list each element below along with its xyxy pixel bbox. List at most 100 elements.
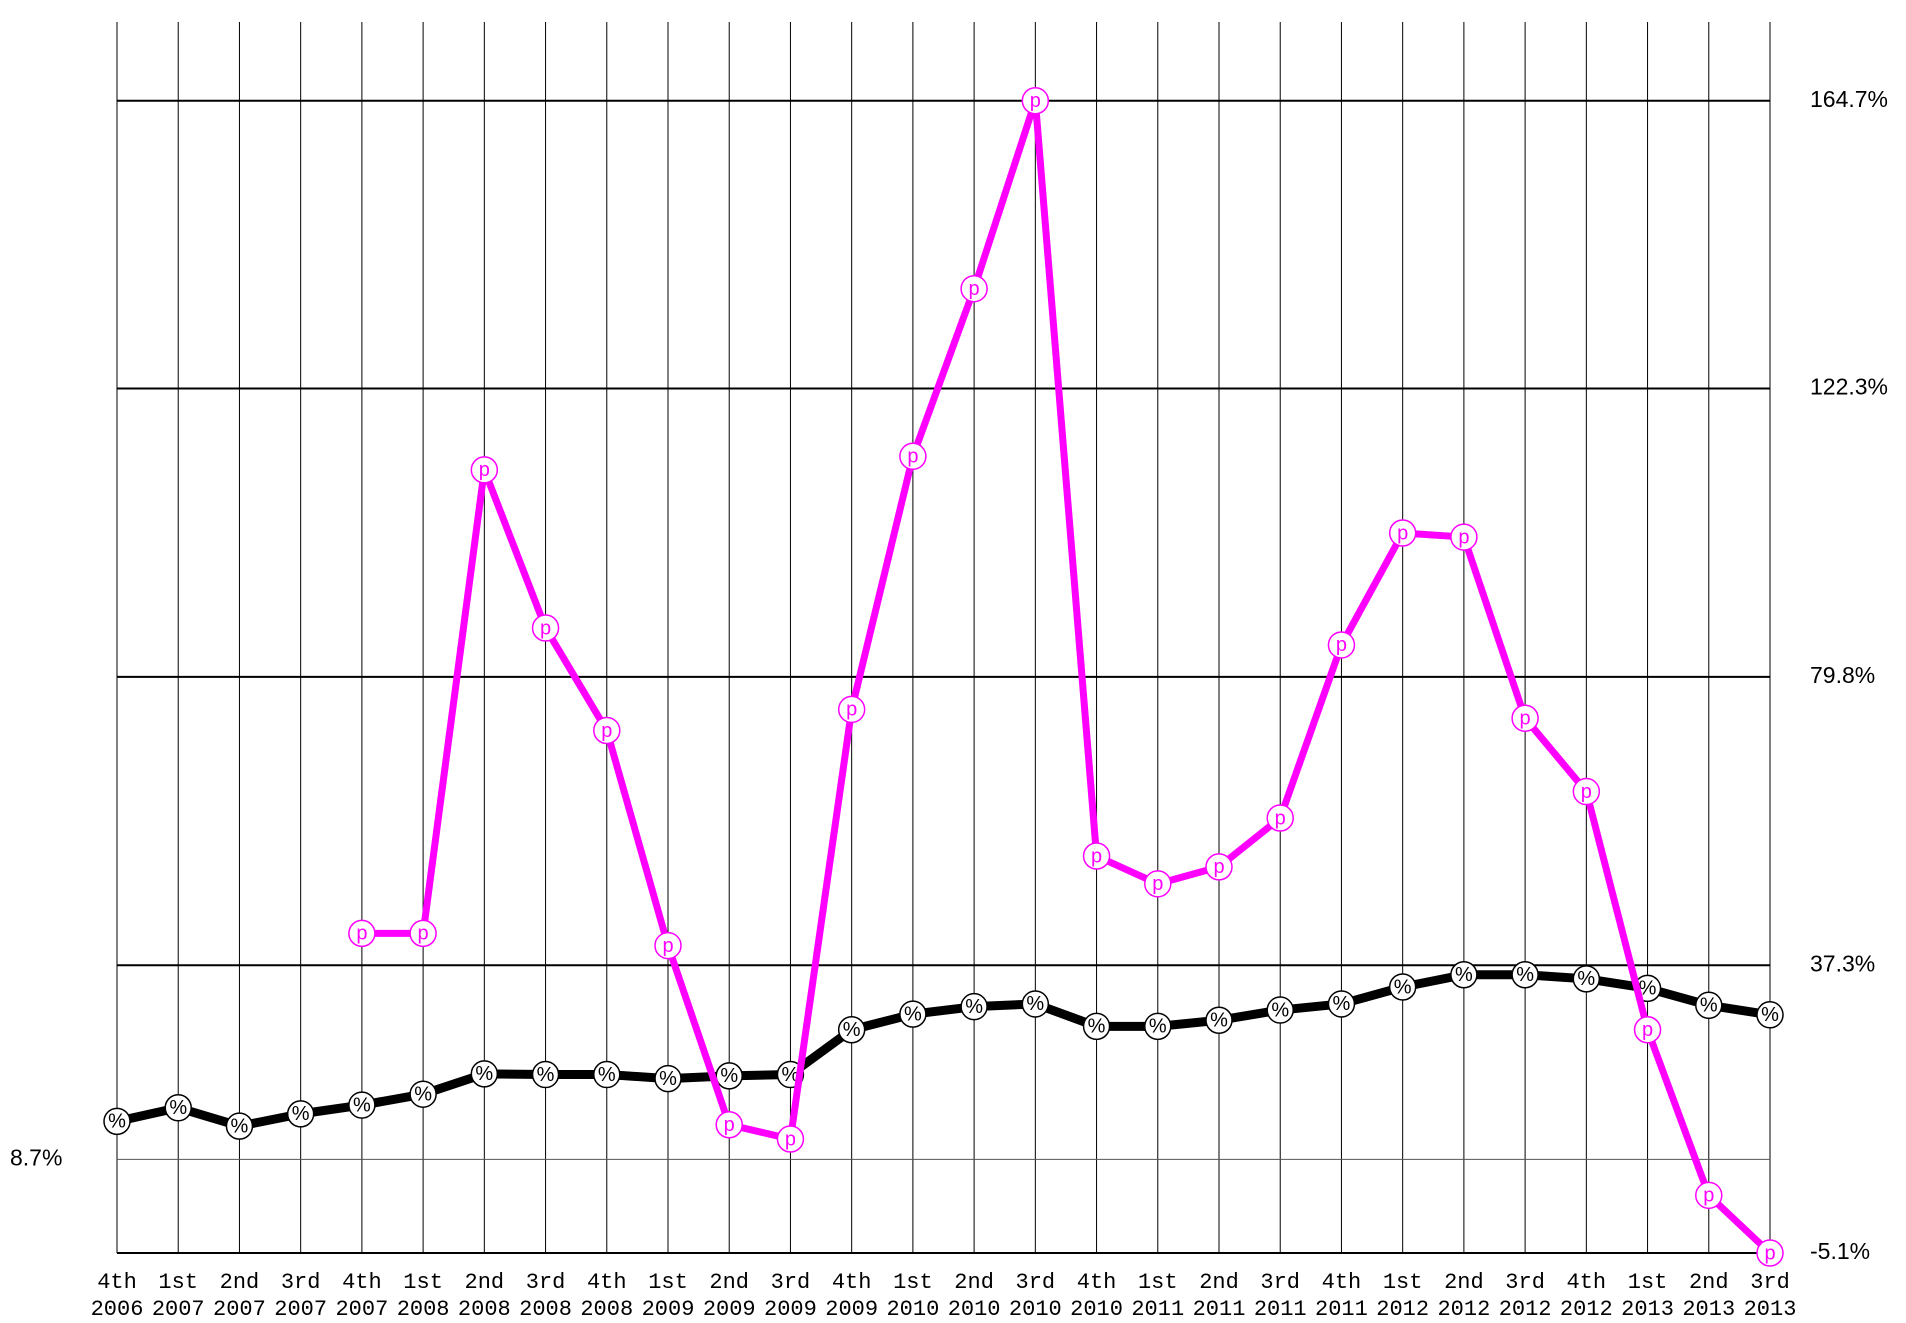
- data-point: %: [960, 992, 988, 1021]
- x-tick-label: 4th: [1322, 1270, 1362, 1295]
- x-tick-label: 2009: [764, 1297, 817, 1322]
- x-tick-label: 2nd: [954, 1270, 994, 1295]
- x-tick-label: 4th: [1567, 1270, 1607, 1295]
- marker-symbol: %: [1639, 978, 1657, 1000]
- x-tick-label: 4th: [1077, 1270, 1117, 1295]
- data-point: %: [1756, 1001, 1784, 1029]
- data-point: p: [837, 695, 866, 724]
- marker-symbol: %: [1455, 964, 1473, 986]
- data-point: %: [1695, 991, 1723, 1020]
- data-point: p: [531, 614, 560, 642]
- data-point: p: [1082, 842, 1111, 870]
- x-tick-label: 1st: [893, 1270, 933, 1295]
- y-tick-label: 164.7%: [1810, 86, 1888, 112]
- data-point: p: [654, 931, 682, 960]
- marker-circle: [1082, 1012, 1111, 1041]
- marker-circle: [776, 1125, 805, 1153]
- marker-symbol: p: [1764, 1242, 1775, 1264]
- x-tick-label: 2008: [458, 1297, 511, 1322]
- marker-circle: [1388, 519, 1417, 547]
- data-point: %: [409, 1080, 437, 1108]
- x-tick-label: 1st: [648, 1270, 688, 1295]
- marker-circle: [899, 442, 927, 471]
- marker-circle: [286, 1100, 315, 1128]
- data-point: p: [1144, 870, 1172, 898]
- x-tick-label: 2012: [1560, 1297, 1613, 1322]
- x-tick-label: 2011: [1131, 1297, 1184, 1322]
- x-tick-label: 1st: [403, 1270, 443, 1295]
- marker-symbol: %: [353, 1094, 371, 1116]
- data-point: p: [1572, 777, 1601, 806]
- marker-symbol: p: [356, 923, 367, 945]
- marker-circle: [1450, 523, 1478, 551]
- x-tick-label: 2011: [1315, 1297, 1368, 1322]
- x-tick-label: 3rd: [771, 1270, 811, 1295]
- y-tick-label: 122.3%: [1810, 374, 1888, 400]
- x-tick-label: 2010: [1070, 1297, 1123, 1322]
- data-point: %: [1266, 996, 1294, 1024]
- data-point: p: [776, 1125, 805, 1153]
- marker-circle: [1572, 777, 1601, 806]
- marker-circle: [409, 1080, 437, 1108]
- marker-circle: [1695, 1181, 1723, 1210]
- marker-symbol: %: [475, 1063, 493, 1085]
- marker-circle: [409, 919, 437, 948]
- marker-circle: [1572, 965, 1601, 993]
- marker-symbol: %: [904, 1003, 922, 1025]
- marker-symbol: p: [1397, 522, 1408, 544]
- marker-circle: [1695, 991, 1723, 1020]
- data-point: p: [409, 919, 437, 948]
- data-point: %: [593, 1060, 621, 1089]
- marker-symbol: p: [1703, 1185, 1714, 1207]
- data-point: %: [776, 1060, 805, 1089]
- data-point: %: [715, 1062, 743, 1090]
- x-tick-label: 2008: [397, 1297, 450, 1322]
- data-point: p: [1633, 1015, 1662, 1044]
- x-tick-label: 2nd: [1199, 1270, 1239, 1295]
- x-tick-label: 2011: [1193, 1297, 1246, 1322]
- marker-symbol: %: [1271, 999, 1289, 1021]
- x-tick-label: 2013: [1682, 1297, 1735, 1322]
- data-point: p: [1388, 519, 1417, 547]
- data-point: p: [960, 274, 988, 303]
- marker-circle: [1756, 1001, 1784, 1029]
- marker-symbol: %: [598, 1064, 616, 1086]
- marker-symbol: p: [601, 720, 612, 742]
- data-point: p: [715, 1110, 743, 1139]
- marker-symbol: %: [292, 1103, 310, 1125]
- x-tick-label: 4th: [832, 1270, 872, 1295]
- marker-symbol: p: [1581, 781, 1592, 803]
- data-point: p: [1756, 1239, 1784, 1267]
- x-tick-label: 4th: [587, 1270, 627, 1295]
- marker-symbol: p: [662, 935, 673, 957]
- marker-symbol: %: [1088, 1016, 1106, 1038]
- marker-symbol: %: [1333, 993, 1351, 1015]
- x-tick-label: 2009: [642, 1297, 695, 1322]
- marker-symbol: p: [785, 1128, 796, 1150]
- marker-symbol: p: [724, 1114, 735, 1136]
- marker-symbol: %: [720, 1065, 738, 1087]
- marker-circle: [470, 1060, 499, 1088]
- x-tick-label: 2012: [1499, 1297, 1552, 1322]
- marker-symbol: p: [540, 617, 551, 639]
- x-tick-label: 2nd: [1444, 1270, 1484, 1295]
- x-tick-label: 2007: [152, 1297, 205, 1322]
- marker-circle: [470, 456, 499, 484]
- x-tick-label: 2007: [274, 1297, 327, 1322]
- marker-circle: [654, 931, 682, 960]
- data-point: p: [593, 716, 621, 745]
- data-point: %: [103, 1107, 131, 1136]
- marker-symbol: p: [418, 923, 429, 945]
- marker-circle: [1756, 1239, 1784, 1267]
- marker-symbol: p: [846, 699, 857, 721]
- marker-circle: [225, 1112, 254, 1140]
- marker-symbol: p: [1091, 845, 1102, 867]
- marker-symbol: p: [1152, 873, 1163, 895]
- marker-symbol: p: [479, 459, 490, 481]
- marker-symbol: %: [659, 1068, 677, 1090]
- marker-circle: [593, 1060, 621, 1089]
- marker-symbol: p: [1458, 526, 1469, 548]
- marker-symbol: p: [1213, 856, 1224, 878]
- data-point: p: [1511, 704, 1539, 733]
- marker-symbol: p: [907, 446, 918, 468]
